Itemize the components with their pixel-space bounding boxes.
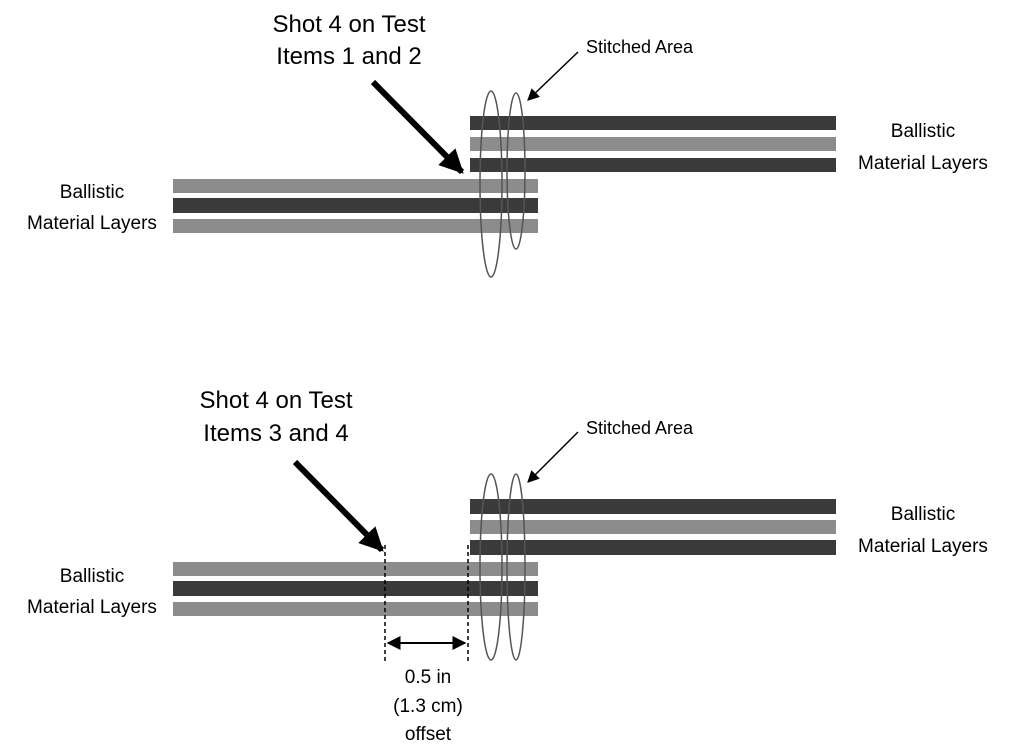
bottom-stitch-loop-1 — [479, 473, 503, 661]
bottom-right-label-line-2: Material Layers — [858, 536, 988, 557]
bottom-shot-arrow — [292, 459, 385, 553]
top-shot-arrow — [370, 79, 465, 175]
bottom-right-layer-1 — [470, 499, 836, 514]
bottom-left-layer-3 — [173, 602, 538, 616]
bottom-stitched-area-label: Stitched Area — [586, 418, 694, 438]
offset-label-line-3: offset — [405, 724, 452, 745]
top-left-layer-2 — [173, 198, 538, 213]
bottom-shot-label-line-2: Items 3 and 4 — [203, 420, 348, 447]
top-panel: Shot 4 on Test Items 1 and 2 Stitched Ar… — [27, 11, 988, 278]
offset-label-line-2: (1.3 cm) — [393, 696, 463, 717]
top-shot-label-line-1: Shot 4 on Test — [273, 11, 426, 38]
bottom-right-layer-3 — [470, 540, 836, 555]
top-shot-label-line-2: Items 1 and 2 — [276, 43, 421, 70]
top-left-layer-1 — [173, 179, 538, 193]
bottom-right-layer-2 — [470, 520, 836, 534]
top-stitched-area-label: Stitched Area — [586, 37, 694, 57]
top-stitch-loop-2 — [506, 92, 526, 250]
top-left-layer-3 — [173, 219, 538, 233]
top-left-label-line-1: Ballistic — [60, 182, 124, 203]
top-stitched-pointer — [527, 51, 579, 101]
bottom-left-label-line-2: Material Layers — [27, 597, 157, 618]
offset-label-line-1: 0.5 in — [405, 667, 451, 688]
bottom-left-label-line-1: Ballistic — [60, 566, 124, 587]
bottom-left-layer-1 — [173, 562, 538, 576]
bottom-shot-label-line-1: Shot 4 on Test — [200, 387, 353, 414]
top-left-label-line-2: Material Layers — [27, 213, 157, 234]
top-right-layer-2 — [470, 137, 836, 151]
top-right-layer-1 — [470, 116, 836, 130]
bottom-right-label-line-1: Ballistic — [891, 504, 955, 525]
top-right-label-line-1: Ballistic — [891, 121, 955, 142]
bottom-left-layer-2 — [173, 581, 538, 596]
top-stitch-loop-1 — [479, 90, 503, 278]
bottom-panel: Shot 4 on Test Items 3 and 4 Stitched Ar… — [27, 387, 988, 745]
bottom-stitched-pointer — [527, 431, 579, 483]
top-right-label-line-2: Material Layers — [858, 153, 988, 174]
top-right-layer-3 — [470, 158, 836, 172]
bottom-stitch-loop-2 — [506, 473, 526, 661]
